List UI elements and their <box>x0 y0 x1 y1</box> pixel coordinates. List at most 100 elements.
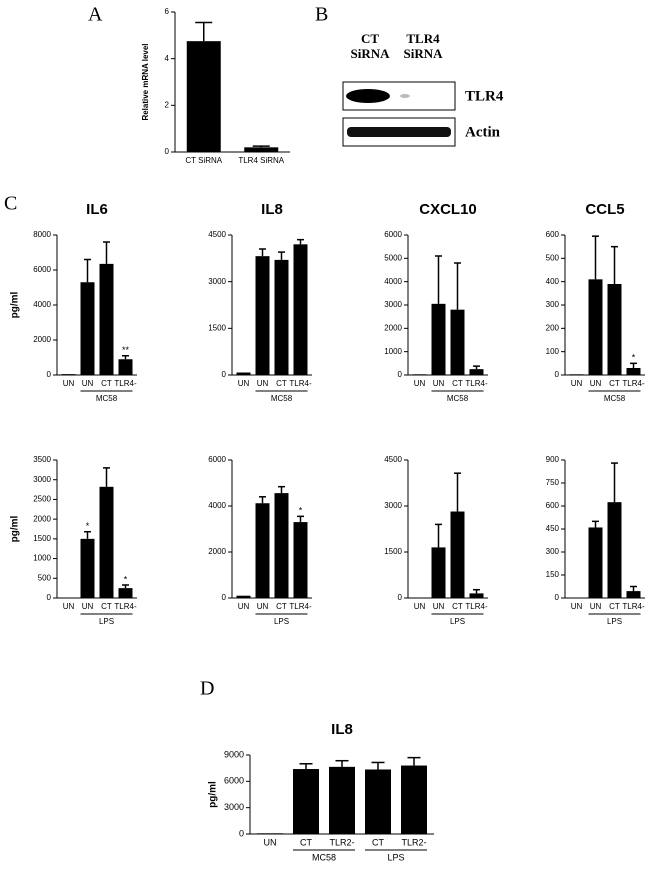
y-tick-label: 2000 <box>33 514 51 523</box>
y-tick-label: 4000 <box>33 300 51 309</box>
bar <box>80 282 95 375</box>
y-tick-label: 6 <box>165 7 170 16</box>
y-tick-label: 0 <box>398 370 403 379</box>
x-tick-label: TLR4- <box>289 602 312 611</box>
significance: * <box>632 353 636 363</box>
y-tick-label: 1000 <box>33 554 51 563</box>
group-label: MC58 <box>96 394 118 403</box>
x-tick-label: UN <box>63 379 75 388</box>
x-tick-label: UN <box>433 602 445 611</box>
bar <box>469 369 484 375</box>
bar-chart: 0 150 300 450 600 750 900 UN UN CT TLR4-LPS <box>546 455 645 626</box>
bar-chart: 0 1500 3000 4500 UN UN CT TLR4-LPS <box>384 455 488 626</box>
group-label: LPS <box>450 617 465 626</box>
bar <box>469 593 484 598</box>
bar <box>118 588 133 598</box>
bar-chart: 0 1000 2000 3000 4000 5000 6000 UN UN CT TLR4- MC58… <box>384 201 488 403</box>
bar <box>626 368 641 375</box>
chart-title: IL6 <box>86 201 108 218</box>
bar <box>293 244 308 375</box>
row-label: TLR4 <box>465 88 504 104</box>
blot-band <box>346 89 390 103</box>
y-tick-label: 0 <box>555 593 560 602</box>
bar <box>293 522 308 598</box>
bar <box>450 309 465 375</box>
x-tick-label: TLR4- <box>114 602 137 611</box>
y-tick-label: 200 <box>546 323 560 332</box>
group-label: LPS <box>607 617 622 626</box>
bar <box>274 259 289 375</box>
x-tick-label: CT <box>101 602 112 611</box>
x-tick-label: CT <box>372 837 384 847</box>
y-tick-label: 2 <box>165 100 170 109</box>
y-tick-label: 900 <box>546 455 560 464</box>
bar <box>329 766 355 834</box>
y-tick-label: 100 <box>546 347 560 356</box>
bar <box>244 147 279 152</box>
y-tick-label: 4000 <box>384 277 402 286</box>
x-tick-label: TLR4 SiRNA <box>238 156 284 165</box>
lane-label: SiRNA <box>403 46 443 61</box>
x-tick-label: UN <box>257 602 269 611</box>
x-tick-label: TLR4- <box>465 602 488 611</box>
bar <box>588 527 603 598</box>
bar <box>626 591 641 598</box>
bar <box>607 502 622 598</box>
y-tick-label: 5000 <box>384 253 402 262</box>
bar <box>99 263 114 375</box>
y-tick-label: 500 <box>38 573 52 582</box>
bar <box>274 493 289 598</box>
bar-chart: 0 500 1000 1500 2000 2500 3000 3500 UN UN CT TLR4- *… <box>10 455 137 626</box>
bar <box>412 374 427 375</box>
bar <box>607 284 622 375</box>
y-tick-label: 600 <box>546 230 560 239</box>
blot-band <box>347 127 451 137</box>
y-tick-label: 3000 <box>384 501 402 510</box>
y-tick-label: 450 <box>546 524 560 533</box>
x-tick-label: UN <box>433 379 445 388</box>
bar <box>61 374 76 375</box>
x-tick-label: TLR2- <box>401 837 426 847</box>
group-label: LPS <box>99 617 114 626</box>
y-tick-label: 1500 <box>33 534 51 543</box>
y-tick-label: 2500 <box>33 495 51 504</box>
bar <box>236 595 251 598</box>
y-tick-label: 0 <box>47 593 52 602</box>
x-tick-label: CT SiRNA <box>185 156 222 165</box>
y-tick-label: 0 <box>222 370 227 379</box>
y-axis-label: Relative mRNA level <box>141 43 150 120</box>
x-tick-label: UN <box>590 602 602 611</box>
bar <box>257 833 283 834</box>
y-tick-label: 1500 <box>208 323 226 332</box>
bar <box>401 765 427 834</box>
lane-label: TLR4 <box>406 31 440 46</box>
y-tick-label: 0 <box>47 370 52 379</box>
x-tick-label: UN <box>571 602 583 611</box>
y-tick-label: 2000 <box>384 323 402 332</box>
y-tick-label: 6000 <box>33 265 51 274</box>
y-tick-label: 600 <box>546 501 560 510</box>
y-tick-label: 0 <box>398 593 403 602</box>
group-label: MC58 <box>447 394 469 403</box>
y-axis-label: pg/ml <box>10 291 21 318</box>
y-tick-label: 0 <box>165 147 170 156</box>
group-label: MC58 <box>312 852 336 862</box>
y-tick-label: 400 <box>546 277 560 286</box>
lane-label: SiRNA <box>350 46 390 61</box>
y-tick-label: 4500 <box>384 455 402 464</box>
x-tick-label: CT <box>609 602 620 611</box>
x-tick-label: UN <box>264 837 277 847</box>
y-tick-label: 0 <box>555 370 560 379</box>
bar-chart: 0 2 4 6 CT SiRNA TLR4 SiRNA Relative mRNA leve… <box>88 4 290 165</box>
group-label: LPS <box>387 852 404 862</box>
y-tick-label: 4 <box>165 54 170 63</box>
x-tick-label: UN <box>82 379 94 388</box>
bar <box>118 359 133 375</box>
x-tick-label: UN <box>257 379 269 388</box>
lane-label: CT <box>361 31 379 46</box>
group-label: MC58 <box>271 394 293 403</box>
panel-label: D <box>200 678 214 700</box>
chart-title: CXCL10 <box>419 201 477 218</box>
x-tick-label: TLR2- <box>329 837 354 847</box>
bar-chart: 0 2000 4000 6000 UN UN CT TLR4- * LPS <box>208 455 312 626</box>
